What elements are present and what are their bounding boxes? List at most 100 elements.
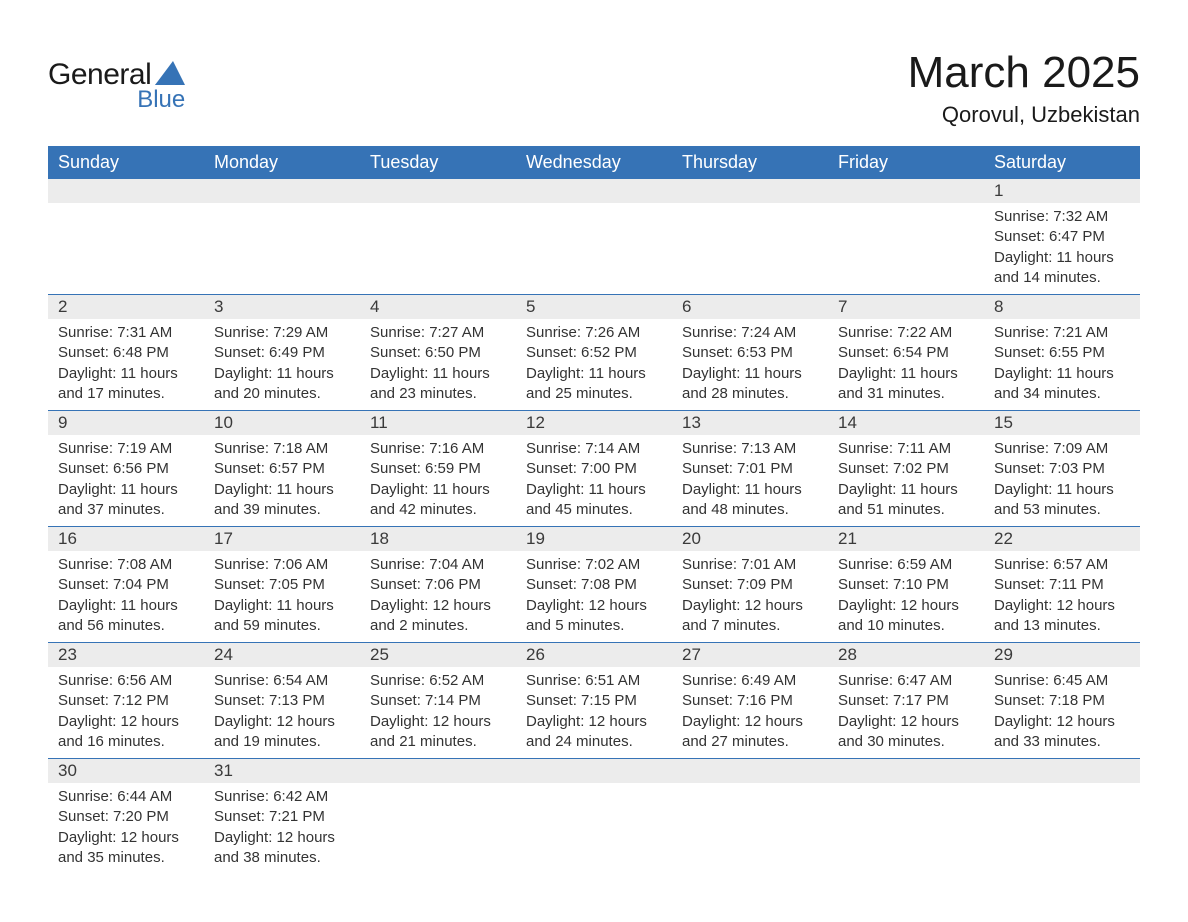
day-detail-cell: Sunrise: 6:44 AMSunset: 7:20 PMDaylight:… xyxy=(48,783,204,874)
month-year-title: March 2025 xyxy=(908,48,1140,98)
day2-text: and 7 minutes. xyxy=(682,616,818,636)
day-number-row: 2345678 xyxy=(48,295,1140,320)
day1-text: Daylight: 12 hours xyxy=(994,712,1130,732)
sunrise-text: Sunrise: 7:22 AM xyxy=(838,323,974,343)
day-number-cell xyxy=(828,759,984,784)
day2-text: and 14 minutes. xyxy=(994,268,1130,288)
day1-text: Daylight: 11 hours xyxy=(58,480,194,500)
day-number-row: 1 xyxy=(48,179,1140,203)
day-number-cell xyxy=(360,179,516,203)
day-number-cell: 9 xyxy=(48,411,204,436)
sunrise-text: Sunrise: 7:04 AM xyxy=(370,555,506,575)
day1-text: Daylight: 12 hours xyxy=(838,712,974,732)
day1-text: Daylight: 11 hours xyxy=(214,364,350,384)
sunset-text: Sunset: 7:15 PM xyxy=(526,691,662,711)
day2-text: and 10 minutes. xyxy=(838,616,974,636)
sunrise-text: Sunrise: 6:49 AM xyxy=(682,671,818,691)
day-detail-cell: Sunrise: 7:27 AMSunset: 6:50 PMDaylight:… xyxy=(360,319,516,411)
day-detail-cell: Sunrise: 6:54 AMSunset: 7:13 PMDaylight:… xyxy=(204,667,360,759)
weekday-header: Friday xyxy=(828,146,984,179)
day-detail-cell: Sunrise: 6:42 AMSunset: 7:21 PMDaylight:… xyxy=(204,783,360,874)
day-number-cell: 10 xyxy=(204,411,360,436)
sunset-text: Sunset: 7:20 PM xyxy=(58,807,194,827)
day2-text: and 39 minutes. xyxy=(214,500,350,520)
day-number-cell: 29 xyxy=(984,643,1140,668)
day2-text: and 21 minutes. xyxy=(370,732,506,752)
day-number-cell xyxy=(672,179,828,203)
day2-text: and 31 minutes. xyxy=(838,384,974,404)
sunrise-text: Sunrise: 6:57 AM xyxy=(994,555,1130,575)
sunset-text: Sunset: 7:10 PM xyxy=(838,575,974,595)
day-detail-cell: Sunrise: 6:52 AMSunset: 7:14 PMDaylight:… xyxy=(360,667,516,759)
sunset-text: Sunset: 7:02 PM xyxy=(838,459,974,479)
title-block: March 2025 Qorovul, Uzbekistan xyxy=(908,48,1140,128)
day-number-cell: 28 xyxy=(828,643,984,668)
sunrise-text: Sunrise: 7:13 AM xyxy=(682,439,818,459)
day-detail-cell: Sunrise: 7:11 AMSunset: 7:02 PMDaylight:… xyxy=(828,435,984,527)
sunrise-text: Sunrise: 7:29 AM xyxy=(214,323,350,343)
day-detail-cell xyxy=(672,203,828,295)
day2-text: and 34 minutes. xyxy=(994,384,1130,404)
day2-text: and 48 minutes. xyxy=(682,500,818,520)
day-detail-row: Sunrise: 6:44 AMSunset: 7:20 PMDaylight:… xyxy=(48,783,1140,874)
brand-word-general: General xyxy=(48,58,151,92)
sunset-text: Sunset: 7:13 PM xyxy=(214,691,350,711)
day1-text: Daylight: 12 hours xyxy=(214,712,350,732)
day2-text: and 25 minutes. xyxy=(526,384,662,404)
sunset-text: Sunset: 7:06 PM xyxy=(370,575,506,595)
sunrise-text: Sunrise: 7:09 AM xyxy=(994,439,1130,459)
day-detail-cell: Sunrise: 7:14 AMSunset: 7:00 PMDaylight:… xyxy=(516,435,672,527)
sunrise-text: Sunrise: 6:54 AM xyxy=(214,671,350,691)
day-detail-cell: Sunrise: 7:26 AMSunset: 6:52 PMDaylight:… xyxy=(516,319,672,411)
brand-word-blue: Blue xyxy=(137,86,185,114)
day-detail-cell: Sunrise: 6:47 AMSunset: 7:17 PMDaylight:… xyxy=(828,667,984,759)
sunrise-text: Sunrise: 6:47 AM xyxy=(838,671,974,691)
day-detail-cell: Sunrise: 7:24 AMSunset: 6:53 PMDaylight:… xyxy=(672,319,828,411)
day-detail-cell xyxy=(48,203,204,295)
day1-text: Daylight: 11 hours xyxy=(994,248,1130,268)
day-number-cell: 14 xyxy=(828,411,984,436)
sunset-text: Sunset: 6:52 PM xyxy=(526,343,662,363)
sunset-text: Sunset: 7:11 PM xyxy=(994,575,1130,595)
day-number-cell xyxy=(516,759,672,784)
sunset-text: Sunset: 6:48 PM xyxy=(58,343,194,363)
day2-text: and 33 minutes. xyxy=(994,732,1130,752)
day1-text: Daylight: 11 hours xyxy=(994,480,1130,500)
day-detail-cell: Sunrise: 6:51 AMSunset: 7:15 PMDaylight:… xyxy=(516,667,672,759)
sunrise-text: Sunrise: 7:21 AM xyxy=(994,323,1130,343)
day-number-cell: 2 xyxy=(48,295,204,320)
sunset-text: Sunset: 7:04 PM xyxy=(58,575,194,595)
sunset-text: Sunset: 6:50 PM xyxy=(370,343,506,363)
brand-logo: General Blue xyxy=(48,48,185,114)
sunset-text: Sunset: 7:09 PM xyxy=(682,575,818,595)
day-detail-cell xyxy=(204,203,360,295)
day-number-cell: 17 xyxy=(204,527,360,552)
sunrise-text: Sunrise: 7:18 AM xyxy=(214,439,350,459)
day1-text: Daylight: 12 hours xyxy=(682,712,818,732)
day1-text: Daylight: 11 hours xyxy=(682,364,818,384)
sunset-text: Sunset: 7:05 PM xyxy=(214,575,350,595)
sunrise-text: Sunrise: 7:26 AM xyxy=(526,323,662,343)
sunset-text: Sunset: 6:54 PM xyxy=(838,343,974,363)
day1-text: Daylight: 12 hours xyxy=(994,596,1130,616)
day2-text: and 23 minutes. xyxy=(370,384,506,404)
day1-text: Daylight: 11 hours xyxy=(682,480,818,500)
day2-text: and 51 minutes. xyxy=(838,500,974,520)
day1-text: Daylight: 12 hours xyxy=(214,828,350,848)
day-number-cell: 7 xyxy=(828,295,984,320)
day1-text: Daylight: 11 hours xyxy=(838,364,974,384)
day-detail-cell: Sunrise: 6:59 AMSunset: 7:10 PMDaylight:… xyxy=(828,551,984,643)
sunset-text: Sunset: 7:12 PM xyxy=(58,691,194,711)
sunrise-text: Sunrise: 7:16 AM xyxy=(370,439,506,459)
day2-text: and 2 minutes. xyxy=(370,616,506,636)
day-number-cell: 11 xyxy=(360,411,516,436)
day-number-row: 9101112131415 xyxy=(48,411,1140,436)
day-detail-row: Sunrise: 7:19 AMSunset: 6:56 PMDaylight:… xyxy=(48,435,1140,527)
day-number-cell: 23 xyxy=(48,643,204,668)
sunset-text: Sunset: 7:18 PM xyxy=(994,691,1130,711)
sunset-text: Sunset: 6:55 PM xyxy=(994,343,1130,363)
sunrise-text: Sunrise: 7:31 AM xyxy=(58,323,194,343)
day-detail-cell: Sunrise: 7:29 AMSunset: 6:49 PMDaylight:… xyxy=(204,319,360,411)
day-number-cell: 18 xyxy=(360,527,516,552)
day-number-cell: 31 xyxy=(204,759,360,784)
